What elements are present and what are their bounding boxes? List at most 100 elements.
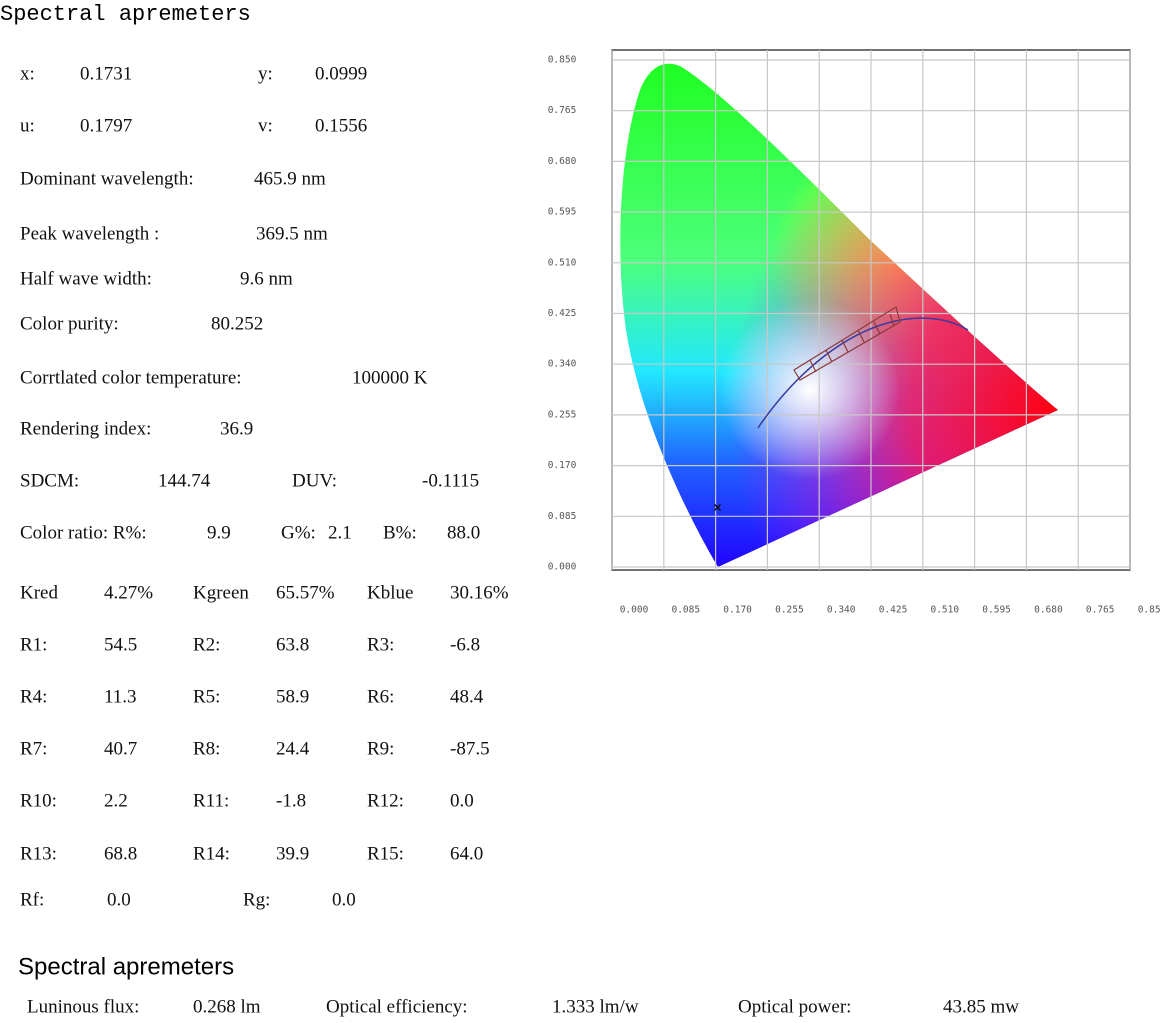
param-value: 39.9 bbox=[276, 843, 309, 864]
footer-label: Optical efficiency: bbox=[326, 996, 468, 1017]
grid bbox=[611, 50, 1131, 570]
param-label: R3: bbox=[367, 634, 394, 655]
param-label: Rendering index: bbox=[20, 418, 151, 439]
param-label: Kgreen bbox=[193, 582, 249, 603]
param-value: 40.7 bbox=[104, 738, 137, 759]
param-label: R5: bbox=[193, 686, 220, 707]
x-tick-label: 0.510 bbox=[930, 605, 959, 616]
param-value: 4.27% bbox=[104, 582, 153, 603]
param-value: 58.9 bbox=[276, 686, 309, 707]
y-tick-label: 0.170 bbox=[548, 460, 577, 471]
param-value: 65.57% bbox=[276, 582, 335, 603]
param-value: 0.0 bbox=[107, 889, 131, 910]
param-value: 30.16% bbox=[450, 582, 509, 603]
footer-heading: Spectral apremeters bbox=[18, 953, 234, 980]
param-value: 11.3 bbox=[104, 686, 137, 707]
param-value: 369.5 nm bbox=[256, 223, 328, 244]
param-label: u: bbox=[20, 115, 35, 136]
param-value: 63.8 bbox=[276, 634, 309, 655]
y-tick-label: 0.510 bbox=[548, 257, 577, 268]
param-value: 2.1 bbox=[328, 522, 352, 543]
param-value: 0.1731 bbox=[80, 63, 132, 84]
chromaticity-point bbox=[713, 503, 722, 511]
param-label: R1: bbox=[20, 634, 47, 655]
param-value: 80.252 bbox=[211, 313, 263, 334]
footer-value: 43.85 mw bbox=[943, 996, 1019, 1017]
param-value: 465.9 nm bbox=[254, 168, 326, 189]
x-tick-label: 0.085 bbox=[671, 605, 700, 616]
param-value: 64.0 bbox=[450, 843, 483, 864]
param-label: R10: bbox=[20, 790, 57, 811]
param-label: B%: bbox=[383, 522, 417, 543]
chromaticity-diagram: 0.000 0.085 0.170 0.255 0.340 0.425 0.510 0.595… bbox=[548, 49, 1160, 616]
param-value: -6.8 bbox=[450, 634, 480, 655]
param-label: x: bbox=[20, 63, 35, 84]
param-value: 36.9 bbox=[220, 418, 253, 439]
x-tick-label: 0.425 bbox=[879, 605, 908, 616]
param-label: SDCM: bbox=[20, 470, 79, 491]
param-label: G%: bbox=[281, 522, 316, 543]
param-value: 68.8 bbox=[104, 843, 137, 864]
param-value: -0.1115 bbox=[422, 470, 479, 491]
y-tick-label: 0.085 bbox=[548, 511, 577, 522]
param-value: 9.9 bbox=[207, 522, 231, 543]
param-label: R15: bbox=[367, 843, 404, 864]
param-label: R7: bbox=[20, 738, 47, 759]
param-label: Peak wavelength : bbox=[20, 223, 159, 244]
y-tick-label: 0.000 bbox=[548, 562, 577, 573]
param-label: Half wave width: bbox=[20, 268, 152, 289]
y-tick-label: 0.425 bbox=[548, 308, 577, 319]
x-tick-label: 0.765 bbox=[1086, 605, 1115, 616]
footer-value: 0.268 lm bbox=[193, 996, 261, 1017]
param-value: 0.0 bbox=[450, 790, 474, 811]
param-value: 0.0 bbox=[332, 889, 356, 910]
x-tick-label: 0.850 bbox=[1138, 605, 1160, 616]
param-value: 0.1556 bbox=[315, 115, 367, 136]
x-tick-label: 0.255 bbox=[775, 605, 804, 616]
y-tick-label: 0.850 bbox=[548, 55, 577, 66]
isotherm-boxes bbox=[793, 306, 901, 381]
x-tick-label: 0.595 bbox=[982, 605, 1011, 616]
x-tick-label: 0.000 bbox=[620, 605, 649, 616]
param-value: 144.74 bbox=[158, 470, 211, 491]
y-tick-label: 0.595 bbox=[548, 207, 577, 218]
y-tick-label: 0.680 bbox=[548, 156, 577, 167]
param-value: -87.5 bbox=[450, 738, 490, 759]
param-value: 48.4 bbox=[450, 686, 484, 707]
param-label: v: bbox=[258, 115, 273, 136]
param-label: Corrtlated color temperature: bbox=[20, 367, 242, 388]
param-label: y: bbox=[258, 63, 273, 84]
footer-value: 1.333 lm/w bbox=[552, 996, 639, 1017]
param-label: Dominant wavelength: bbox=[20, 168, 194, 189]
param-label: Color purity: bbox=[20, 313, 119, 334]
param-label: R6: bbox=[367, 686, 394, 707]
x-tick-label: 0.680 bbox=[1034, 605, 1063, 616]
param-label: Rf: bbox=[20, 889, 44, 910]
y-tick-label: 0.255 bbox=[548, 409, 577, 420]
parameters: x: 0.1731 y: 0.0999 u: 0.1797 v: 0.1556 Dominant… bbox=[20, 63, 509, 910]
param-label: R9: bbox=[367, 738, 394, 759]
param-label: R14: bbox=[193, 843, 230, 864]
footer-label: Luninous flux: bbox=[27, 996, 139, 1017]
param-label: Kblue bbox=[367, 582, 413, 603]
param-label: R12: bbox=[367, 790, 404, 811]
param-label: R4: bbox=[20, 686, 47, 707]
param-label: R8: bbox=[193, 738, 220, 759]
planckian-locus bbox=[757, 317, 969, 429]
param-label: Kred bbox=[20, 582, 58, 603]
y-tick-label: 0.340 bbox=[548, 359, 577, 370]
footer-label: Optical power: bbox=[738, 996, 851, 1017]
x-tick-label: 0.170 bbox=[723, 605, 752, 616]
param-value: 54.5 bbox=[104, 634, 137, 655]
page-title: Spectral apremeters bbox=[0, 2, 251, 27]
param-value: 2.2 bbox=[104, 790, 128, 811]
param-value: 88.0 bbox=[447, 522, 480, 543]
x-tick-label: 0.340 bbox=[827, 605, 856, 616]
param-label: Color ratio: R%: bbox=[20, 522, 147, 543]
param-value: 100000 K bbox=[352, 367, 428, 388]
footer: Luninous flux: 0.268 lm Optical efficiency… bbox=[27, 996, 1019, 1017]
param-value: -1.8 bbox=[276, 790, 306, 811]
param-value: 0.1797 bbox=[80, 115, 132, 136]
